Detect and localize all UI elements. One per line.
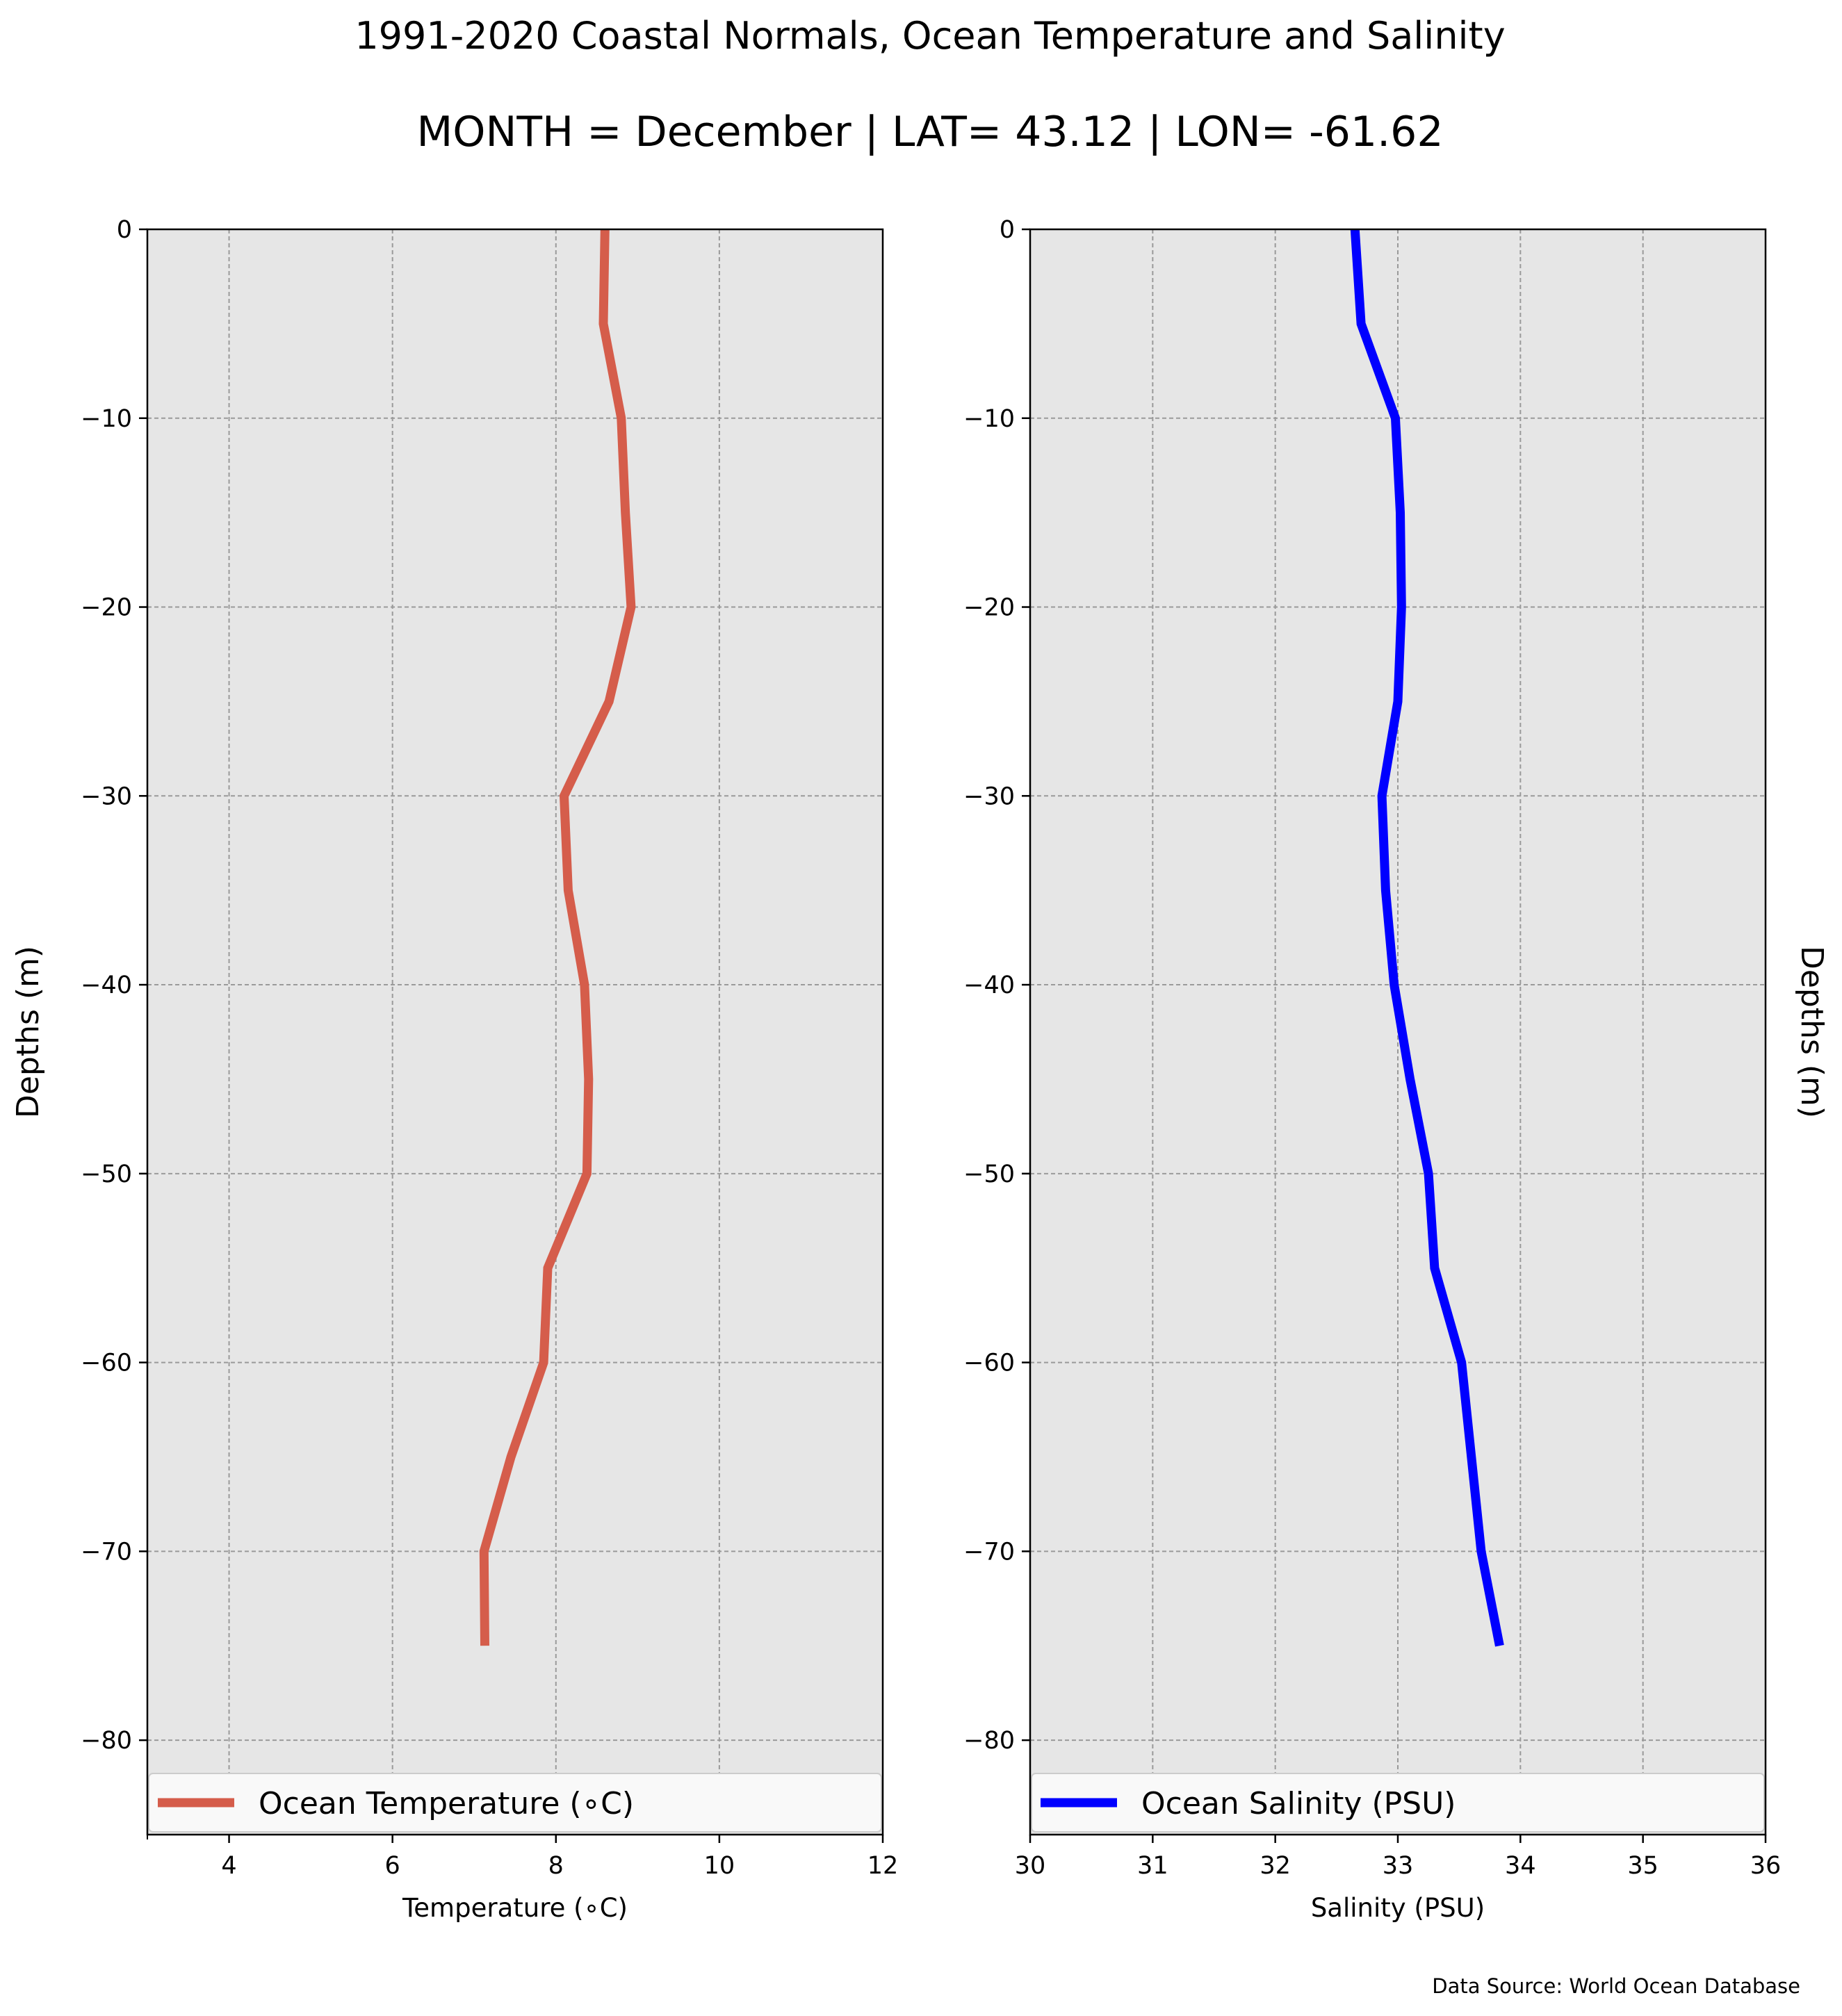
x-tick-label: 32 — [1260, 1852, 1291, 1880]
legend-label: Ocean Temperature (∘C) — [259, 1786, 634, 1821]
legend: Ocean Salinity (PSU) — [1031, 1773, 1765, 1833]
y-axis-label: Depths (m) — [1794, 946, 1829, 1118]
legend-label: Ocean Salinity (PSU) — [1141, 1786, 1456, 1821]
salinity-panel: Ocean Salinity (PSU) 30 31 32 33 34 35 36 0 −10 −2… — [963, 216, 1829, 1923]
series-line — [1350, 229, 1504, 1647]
y-tick-label: −60 — [963, 1350, 1015, 1377]
legend: Ocean Temperature (∘C) — [148, 1773, 882, 1833]
y-tick-label: −60 — [81, 1350, 132, 1377]
y-tick-label: −10 — [81, 405, 132, 433]
y-tick-label: −30 — [81, 782, 132, 810]
source-note: Data Source: World Ocean Database — [1432, 1974, 1800, 1998]
y-tick-label: −40 — [963, 972, 1015, 999]
y-tick-label: 0 — [1000, 216, 1015, 244]
x-tick-label: 33 — [1383, 1852, 1414, 1880]
y-tick-label: −30 — [963, 782, 1015, 810]
y-tick-label: −40 — [81, 972, 132, 999]
y-tick-label: −80 — [963, 1727, 1015, 1755]
figure-subtitle: MONTH = December | LAT= 43.12 | LON= -61… — [416, 108, 1443, 156]
x-tick-label: 12 — [867, 1852, 899, 1880]
series-line — [479, 229, 636, 1646]
x-axis-label: Salinity (PSU) — [1311, 1893, 1485, 1923]
x-axis-label: Temperature (∘C) — [402, 1893, 628, 1923]
y-axis-label: Depths (m) — [10, 946, 46, 1118]
legend-box — [1031, 1773, 1765, 1833]
x-tick-label: 10 — [704, 1852, 735, 1880]
y-tick-label: −20 — [963, 594, 1015, 622]
x-tick-label: 8 — [548, 1852, 564, 1880]
y-tick-label: −10 — [963, 405, 1015, 433]
x-tick-label: 36 — [1750, 1852, 1782, 1880]
x-tick-label: 30 — [1015, 1852, 1046, 1880]
x-tick-label: 35 — [1627, 1852, 1658, 1880]
x-tick-label: 6 — [385, 1852, 400, 1880]
x-tick-label: 34 — [1505, 1852, 1536, 1880]
y-tick-label: −80 — [81, 1727, 132, 1755]
axes-frame — [146, 228, 884, 1836]
y-tick-label: −50 — [81, 1161, 132, 1188]
figure-title: 1991-2020 Coastal Normals, Ocean Tempera… — [354, 14, 1505, 58]
x-tick-label: 31 — [1137, 1852, 1168, 1880]
y-tick-label: −70 — [81, 1538, 132, 1566]
y-tick-label: −20 — [81, 594, 132, 622]
x-tick-label: 4 — [221, 1852, 236, 1880]
plot-area — [147, 229, 883, 1835]
temperature-panel: Ocean Temperature (∘C) 4 6 8 10 12 0 −10 −20 −30 −… — [10, 216, 898, 1923]
y-tick-label: −50 — [963, 1161, 1015, 1188]
y-tick-label: 0 — [117, 216, 132, 244]
y-tick-label: −70 — [963, 1538, 1015, 1566]
legend-box — [148, 1773, 882, 1833]
